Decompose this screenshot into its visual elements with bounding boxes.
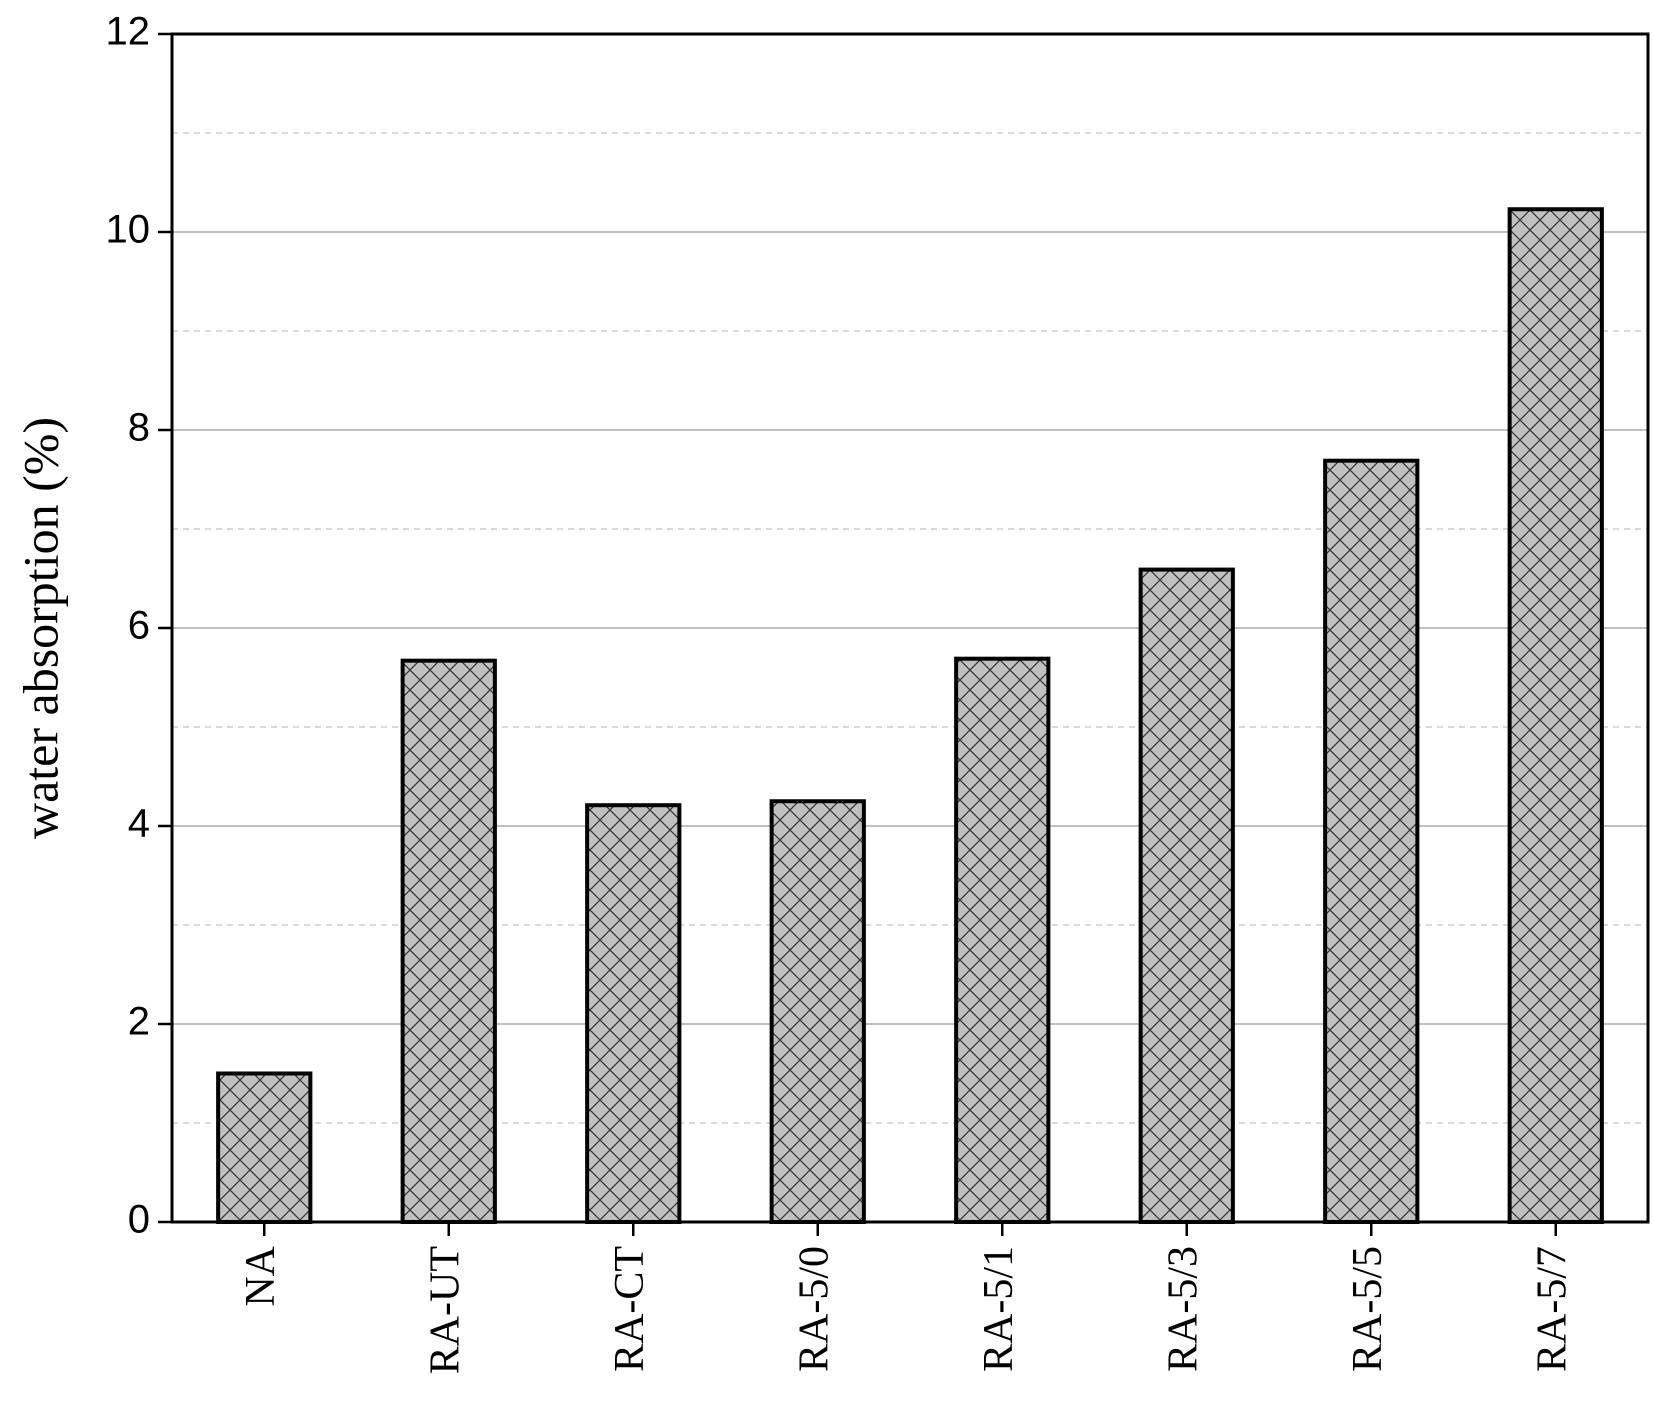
bar xyxy=(585,803,682,1225)
x-tick-label: RA-5/3 xyxy=(1160,1246,1206,1372)
bar xyxy=(1138,567,1235,1224)
y-tick-label: 6 xyxy=(128,604,150,648)
y-tick-label: 10 xyxy=(106,208,151,252)
x-tick-label: RA-UT xyxy=(422,1246,468,1374)
x-tick-label: RA-CT xyxy=(607,1246,653,1372)
x-tick-label: RA-5/1 xyxy=(976,1246,1022,1372)
plot-frame xyxy=(170,32,1650,1224)
x-tick-label: RA-5/5 xyxy=(1345,1246,1391,1372)
y-tick-label: 0 xyxy=(128,1198,150,1242)
y-tick-label: 4 xyxy=(128,802,150,846)
bar xyxy=(954,656,1051,1224)
y-tick-label: 2 xyxy=(128,1000,150,1044)
x-tick-label: RA-5/7 xyxy=(1529,1246,1575,1372)
y-tick-label: 8 xyxy=(128,406,150,450)
bar xyxy=(216,1071,313,1224)
bar xyxy=(400,658,497,1224)
y-tick-label: 12 xyxy=(106,10,151,54)
bar xyxy=(1507,207,1604,1225)
x-tick-label: RA-5/0 xyxy=(791,1246,837,1372)
bar xyxy=(769,799,866,1224)
y-axis-label: water absorption (%) xyxy=(12,417,68,839)
x-tick-label: NA xyxy=(238,1245,284,1306)
bar xyxy=(1323,458,1420,1224)
